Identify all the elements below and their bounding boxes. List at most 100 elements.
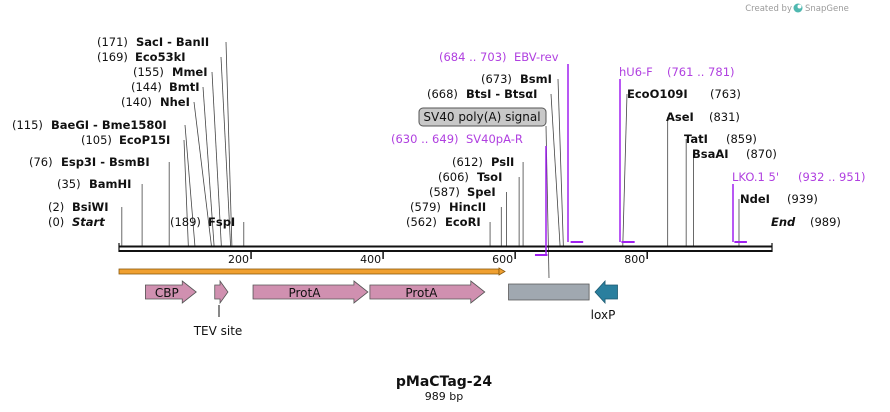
feature-prota-1-label: ProtA (288, 286, 321, 300)
tick-200: 200 (228, 252, 252, 266)
site-pos-bsmI: (673) (481, 72, 512, 86)
primer-range-ebv-rev: (684 .. 703) (439, 50, 507, 64)
sv40-polya-callout[interactable]: SV40 poly(A) signal (418, 107, 547, 127)
site-pos-pslI: (612) (452, 155, 483, 169)
site-ecoP15I[interactable]: EcoP15I (119, 133, 170, 147)
sv40-polya-callout-label: SV40 poly(A) signal (423, 110, 540, 124)
feature-prota-2-label: ProtA (405, 286, 438, 300)
snapgene-logo-icon (793, 3, 803, 13)
tick-label-400: 400 (360, 253, 381, 266)
primer-lko1-5[interactable]: LKO.1 5' (732, 170, 779, 184)
site-speI[interactable]: SpeI (467, 185, 496, 199)
site-mmeI[interactable]: MmeI (172, 65, 208, 79)
orf-arrow (118, 267, 506, 276)
site-pslI[interactable]: PslI (491, 155, 514, 169)
feature-loxp[interactable]: loxP (591, 279, 618, 322)
site-ecoRI[interactable]: EcoRI (445, 215, 481, 229)
site-leader-line (550, 93, 561, 247)
site-pos-nheI: (140) (121, 95, 152, 109)
site-pos-mmeI: (155) (133, 65, 164, 79)
site-bsmI[interactable]: BsmI (520, 72, 552, 86)
site-leader-line (220, 56, 231, 247)
site-pos-bamHI: (35) (57, 177, 81, 191)
site-pos-ecoRI: (562) (406, 215, 437, 229)
tick-label-600: 600 (492, 253, 513, 266)
snapgene-brand: Created by SnapGene (745, 3, 849, 14)
site-pos-fspI: (189) (170, 215, 201, 229)
site-pos-aseI: (831) (709, 110, 740, 124)
site-leader-line (225, 41, 233, 247)
tick-label-800: 800 (624, 253, 645, 266)
site-leader-line (211, 71, 222, 247)
site-bmtI[interactable]: BmtI (169, 80, 200, 94)
site-leader-line (193, 101, 212, 247)
site-start[interactable]: Start (72, 215, 105, 229)
sequence-backbone (118, 243, 773, 252)
site-pos-bsiWI: (2) (48, 200, 64, 214)
site-hincII[interactable]: HincII (449, 200, 486, 214)
site-end[interactable]: End (771, 215, 796, 229)
site-pos-end: (989) (810, 215, 841, 229)
site-tsoI[interactable]: TsoI (477, 170, 502, 184)
site-leader-line (202, 86, 215, 247)
site-nheI[interactable]: NheI (160, 95, 190, 109)
site-leader-lines (121, 41, 740, 279)
site-pos-sacI: (171) (97, 35, 128, 49)
restriction-sites: (171) SacI - BanII (169) Eco53kI (155) M… (12, 35, 841, 229)
ruler-ticks: 200 400 600 800 (228, 252, 648, 266)
site-btsI-btsaI[interactable]: BtsI - BtsαI (466, 87, 537, 101)
site-bamHI[interactable]: BamHI (89, 177, 131, 191)
site-pos-baegI: (115) (12, 118, 43, 132)
feature-prota-1[interactable]: ProtA (252, 280, 369, 304)
brand-name: SnapGene (805, 4, 849, 14)
feature-sv40-polya[interactable] (508, 283, 590, 301)
feature-cbp[interactable]: CBP (145, 280, 197, 304)
site-leader-line (184, 124, 196, 247)
feature-prota-2[interactable]: ProtA (369, 280, 486, 304)
site-baegI-bme1580I[interactable]: BaeGI - Bme1580I (51, 118, 167, 132)
site-pos-ndeI: (939) (787, 192, 818, 206)
site-pos-bsaAI: (870) (746, 147, 777, 161)
primer-labels: (684 .. 703) EBV-rev hU6-F (761 .. 781) … (391, 50, 866, 184)
site-pos-eco53kI: (169) (97, 50, 128, 64)
site-pos-bmtI: (144) (131, 80, 162, 94)
primer-range-lko1-5: (932 .. 951) (798, 170, 866, 184)
site-ndeI[interactable]: NdeI (740, 192, 770, 206)
tick-800: 800 (624, 252, 648, 266)
site-pos-speI: (587) (429, 185, 460, 199)
site-leader-line (622, 93, 628, 247)
primer-ebv-rev[interactable]: EBV-rev (514, 50, 559, 64)
site-tatI[interactable]: TatI (684, 132, 708, 146)
site-leader-line (557, 78, 564, 247)
site-ecoO109I[interactable]: EcoO109I (627, 87, 688, 101)
plasmid-length: 989 bp (425, 390, 463, 403)
plasmid-title: pMaCTag-24 (396, 374, 492, 390)
primer-sv40pa-r[interactable]: SV40pA-R (466, 132, 523, 146)
site-aseI[interactable]: AseI (666, 110, 694, 124)
site-pos-tatI: (859) (726, 132, 757, 146)
primer-range-sv40pa-r: (630 .. 649) (391, 132, 459, 146)
feature-track: CBP TEV site ProtA ProtA loxP (145, 279, 618, 338)
feature-tev-site[interactable]: TEV site (193, 279, 243, 338)
brand-created-by: Created by (745, 4, 792, 14)
primer-hu6-f[interactable]: hU6-F (619, 65, 653, 79)
site-pos-esp3I: (76) (29, 155, 53, 169)
site-sacI-banII[interactable]: SacI - BanII (136, 35, 209, 49)
primer-range-hu6-f: (761 .. 781) (667, 65, 735, 79)
site-pos-tsoI: (606) (438, 170, 469, 184)
site-pos-start: (0) (48, 215, 64, 229)
site-pos-btsI: (668) (427, 87, 458, 101)
feature-tev-site-label: TEV site (193, 324, 243, 338)
tick-400: 400 (360, 252, 384, 266)
site-fspI[interactable]: FspI (208, 215, 235, 229)
feature-cbp-label: CBP (155, 286, 179, 300)
site-esp3I-bsmBI[interactable]: Esp3I - BsmBI (61, 155, 150, 169)
site-bsiWI[interactable]: BsiWI (72, 200, 109, 214)
site-bsaAI[interactable]: BsaAI (692, 147, 729, 161)
site-eco53kI[interactable]: Eco53kI (135, 50, 186, 64)
site-pos-ecoP15I: (105) (81, 133, 112, 147)
tick-label-200: 200 (228, 253, 249, 266)
tick-600: 600 (492, 252, 516, 266)
site-leader-line (183, 139, 189, 247)
